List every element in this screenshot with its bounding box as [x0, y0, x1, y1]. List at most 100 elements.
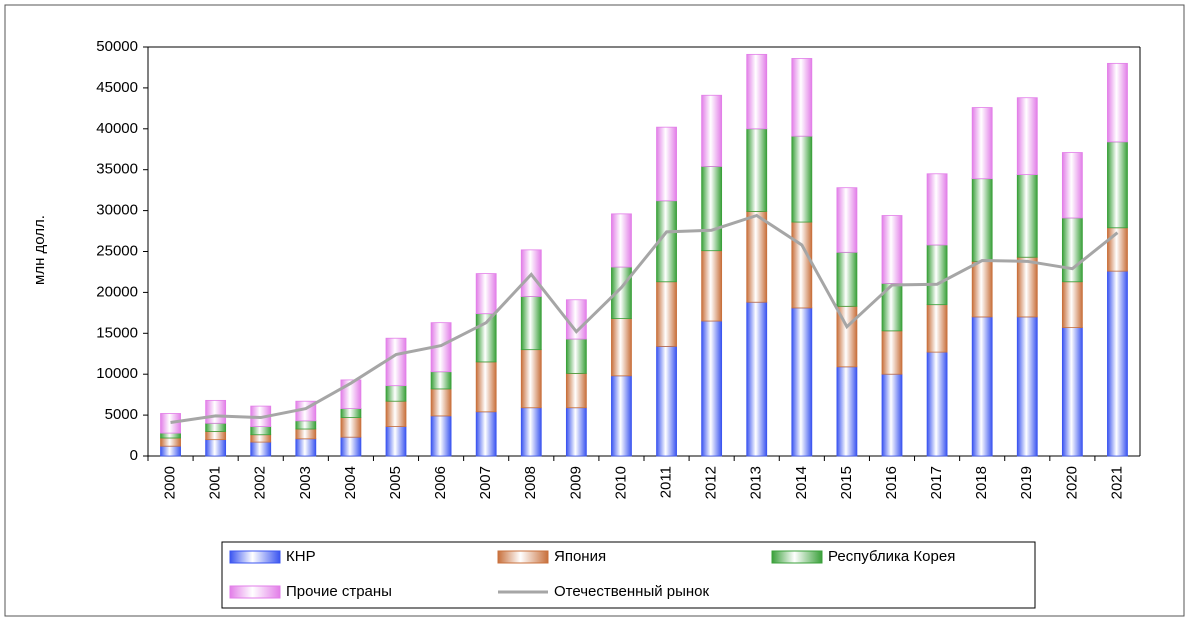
bar — [971, 178, 993, 262]
x-tick-label: 2012 — [703, 466, 720, 499]
bar — [971, 107, 993, 180]
bar — [1107, 270, 1128, 457]
bar — [791, 135, 813, 223]
y-tick-label: 20000 — [96, 283, 138, 300]
y-tick-label: 10000 — [96, 365, 138, 382]
bar — [250, 426, 272, 436]
bar — [205, 399, 227, 424]
y-tick-label: 15000 — [96, 324, 138, 341]
y-tick-label: 0 — [130, 447, 138, 464]
bar — [385, 426, 407, 457]
x-tick-label: 2016 — [883, 466, 900, 499]
x-tick-label: 2010 — [612, 466, 629, 499]
bar — [340, 417, 362, 438]
x-tick-label: 2015 — [838, 466, 855, 499]
bar — [160, 432, 181, 439]
bar — [1061, 217, 1083, 283]
bar — [791, 307, 813, 457]
x-tick-label: 2008 — [522, 466, 539, 499]
bar — [430, 388, 452, 417]
bar — [205, 431, 227, 441]
bar — [520, 407, 542, 457]
bar — [340, 436, 362, 457]
bar — [881, 215, 903, 284]
bar — [656, 126, 677, 202]
bar — [250, 441, 272, 457]
x-tick-label: 2019 — [1018, 466, 1035, 499]
bar — [1016, 174, 1038, 258]
bar — [340, 408, 362, 418]
legend-label: Республика Корея — [828, 548, 955, 565]
bar — [250, 434, 272, 443]
y-tick-label: 45000 — [96, 79, 138, 96]
legend-swatch — [229, 550, 281, 564]
bar — [205, 439, 227, 457]
y-tick-label: 35000 — [96, 161, 138, 178]
legend-swatch — [229, 585, 281, 599]
bar — [160, 413, 181, 434]
x-tick-label: 2005 — [387, 466, 404, 499]
y-tick-label: 50000 — [96, 38, 138, 55]
legend-label: КНР — [286, 548, 316, 565]
x-tick-label: 2018 — [973, 466, 990, 499]
bar — [656, 345, 677, 457]
legend-swatch — [497, 550, 549, 564]
bar — [160, 437, 181, 447]
bar — [746, 128, 768, 212]
bar — [611, 318, 632, 377]
bar — [656, 281, 677, 347]
bar — [160, 445, 181, 457]
bar — [926, 304, 948, 353]
bar — [565, 338, 587, 374]
bar — [971, 260, 993, 318]
bar — [520, 296, 542, 351]
x-tick-label: 2011 — [658, 466, 675, 498]
bar — [926, 351, 948, 457]
bar — [836, 366, 858, 457]
bar — [881, 330, 903, 375]
y-tick-label: 25000 — [96, 242, 138, 259]
x-tick-label: 2020 — [1063, 466, 1080, 499]
bar — [565, 372, 587, 409]
bar — [205, 422, 227, 432]
bar — [1016, 97, 1038, 176]
x-tick-label: 2009 — [567, 466, 584, 499]
x-tick-label: 2004 — [342, 466, 359, 499]
bar — [926, 173, 948, 246]
legend-label: Япония — [554, 548, 606, 565]
legend-swatch — [771, 550, 823, 564]
bar — [791, 221, 813, 309]
bar — [475, 273, 497, 315]
bar — [475, 411, 497, 457]
bar — [791, 58, 813, 137]
bar — [971, 316, 993, 457]
y-tick-label: 40000 — [96, 120, 138, 137]
bar — [475, 361, 497, 413]
bar — [1107, 141, 1128, 229]
chart-frame — [4, 4, 1185, 617]
bar — [385, 400, 407, 427]
y-tick-label: 5000 — [105, 406, 138, 423]
bar — [565, 407, 587, 457]
bar — [746, 301, 768, 457]
bar — [881, 373, 903, 457]
bar — [701, 250, 723, 322]
bar — [430, 415, 452, 457]
bar — [1061, 327, 1083, 457]
bar — [1107, 62, 1128, 143]
line-series — [170, 213, 1119, 424]
bar — [701, 94, 723, 167]
bar — [1016, 256, 1038, 318]
bar — [295, 438, 317, 457]
bar — [385, 385, 407, 402]
bar — [520, 349, 542, 409]
x-tick-label: 2003 — [297, 466, 314, 499]
bar — [746, 53, 768, 130]
legend-label: Прочие страны — [286, 583, 392, 600]
bar — [385, 337, 407, 387]
bar — [836, 187, 858, 253]
x-tick-label: 2021 — [1108, 466, 1125, 499]
y-axis-title: млн долл. — [31, 215, 48, 285]
x-tick-label: 2017 — [928, 466, 945, 499]
